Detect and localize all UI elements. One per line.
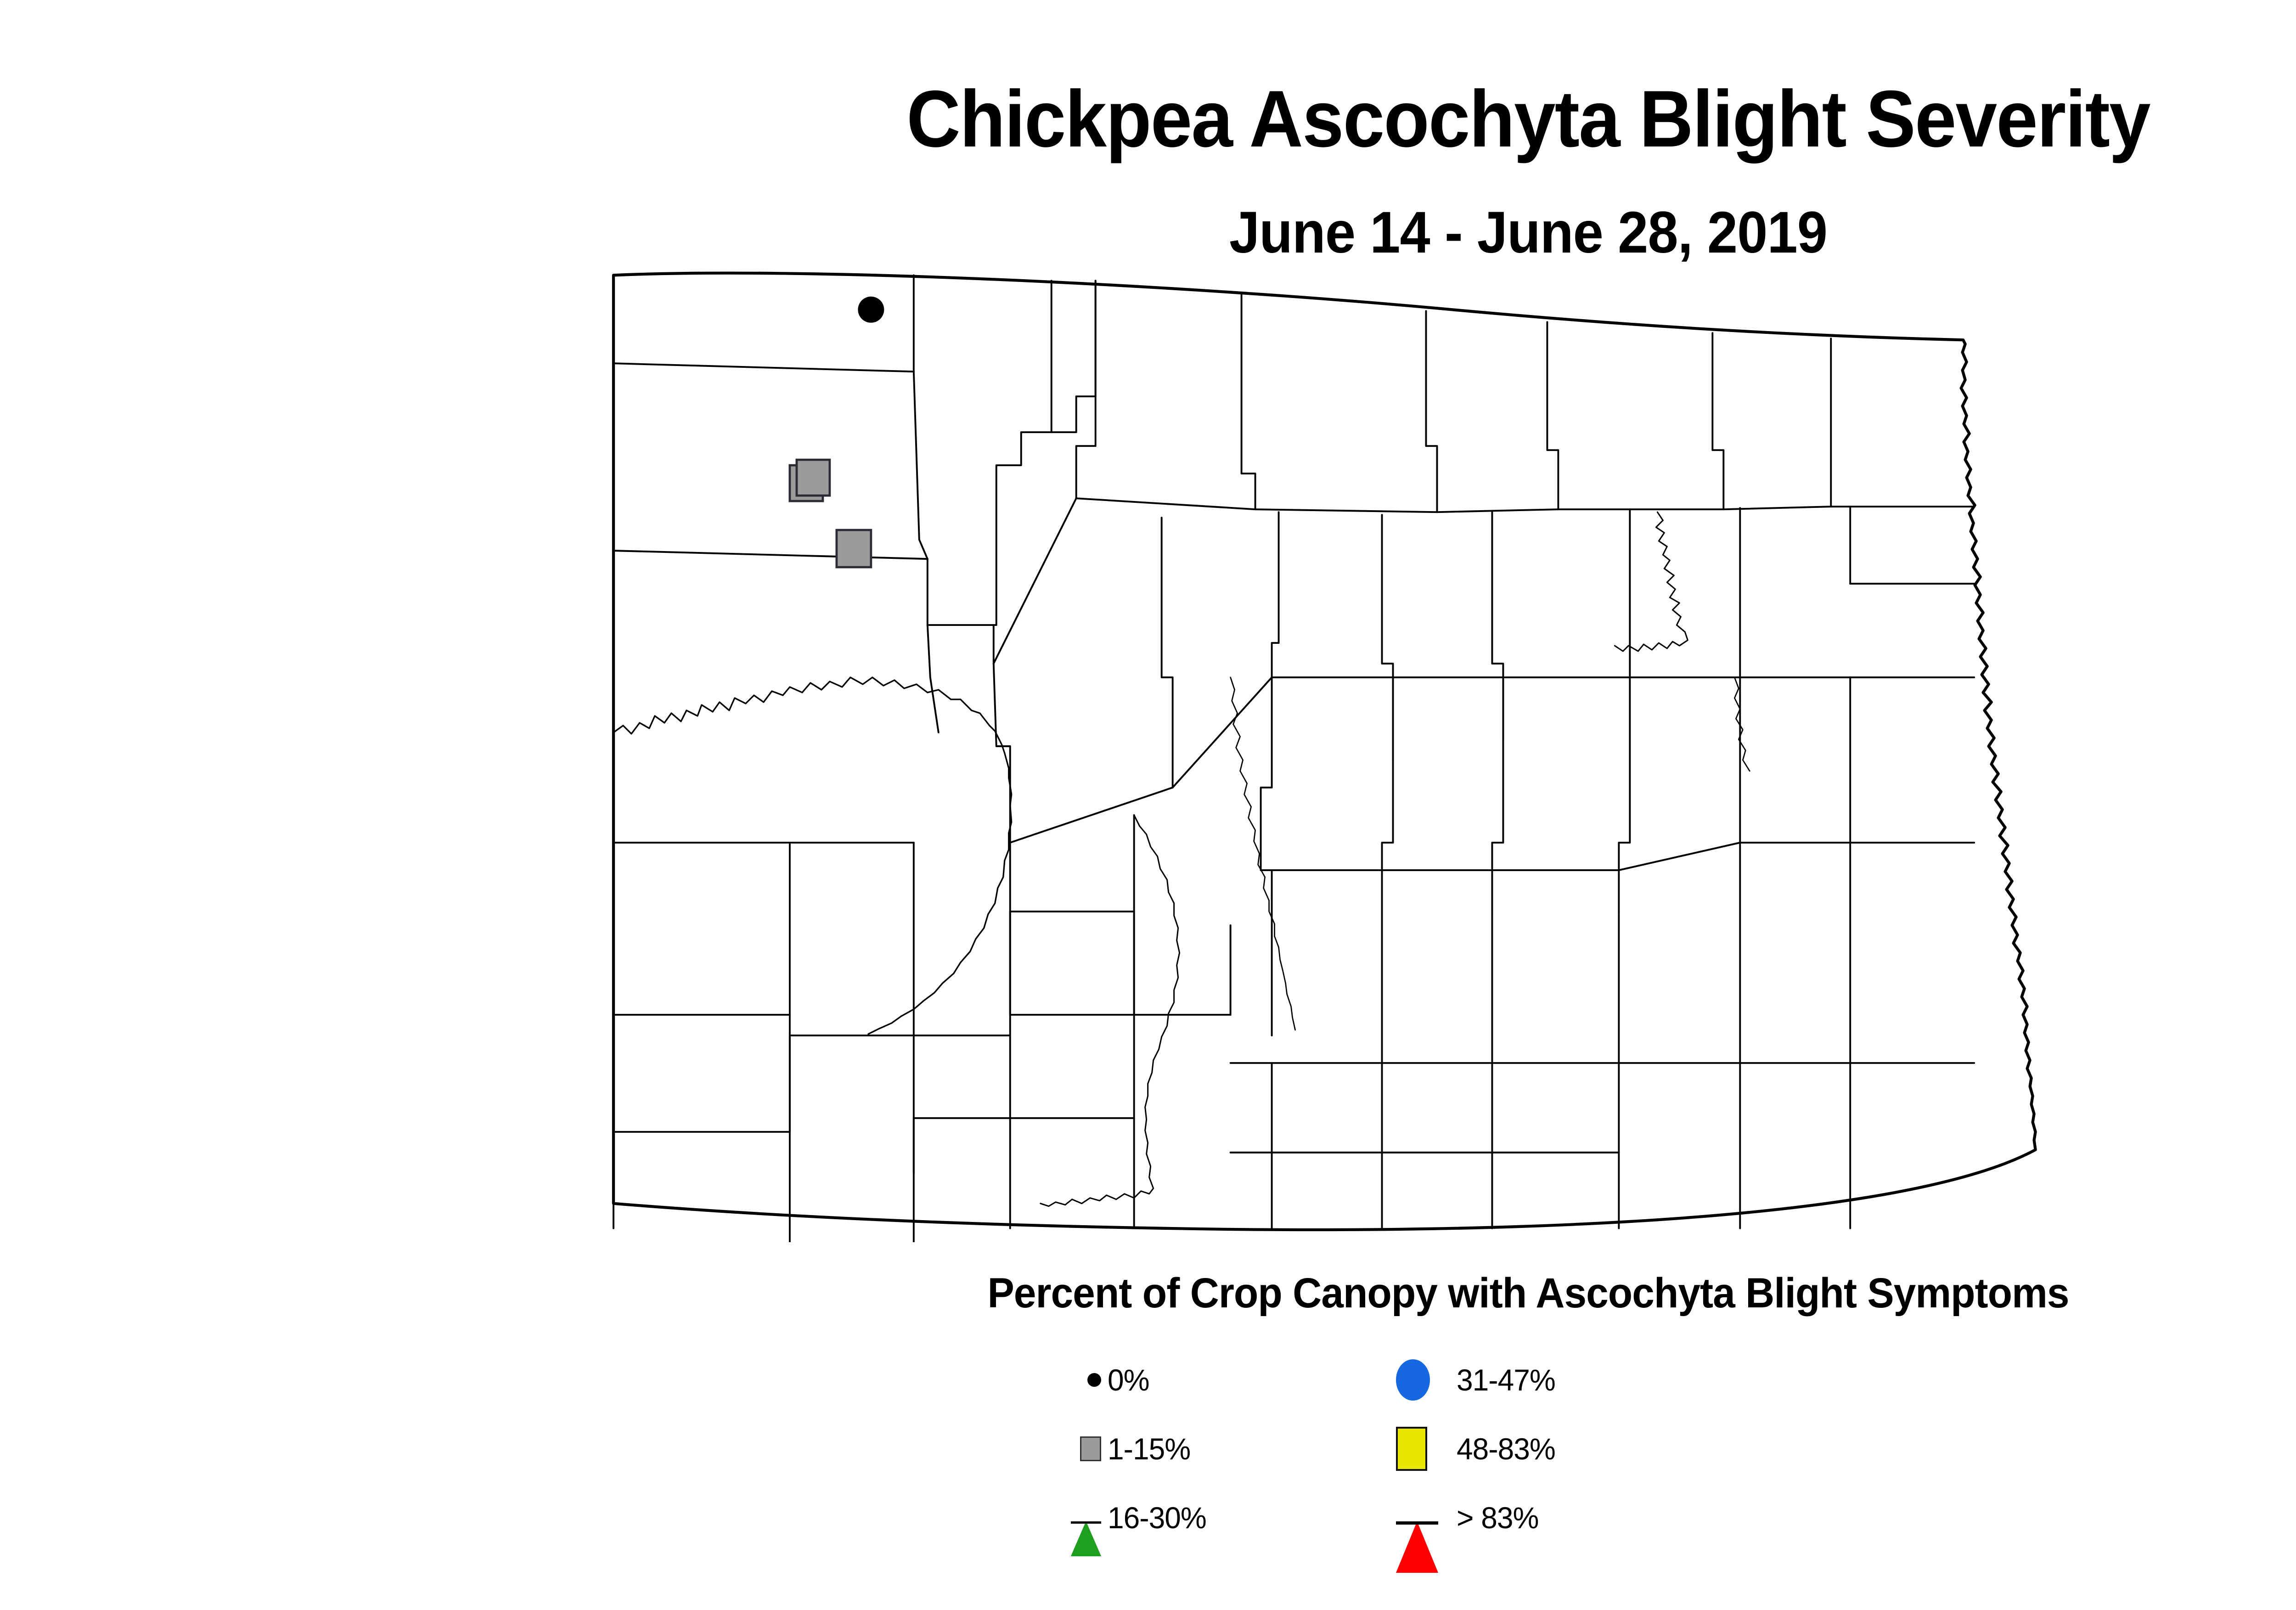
county-line-cw-v2	[912, 1034, 1011, 1119]
legend-label-over-83pct: > 83%	[1457, 1501, 1539, 1535]
county-line-n-h2b	[1075, 497, 1256, 511]
page-subtitle-date-range: June 14 - June 28, 2019	[1229, 200, 1828, 265]
county-line-n-v2	[1075, 280, 1097, 500]
county-line-n-h2	[992, 497, 1077, 665]
map-svg	[612, 271, 2037, 1242]
county-line-e-v1	[1260, 676, 1273, 871]
county-line-n-v4	[1425, 310, 1438, 513]
black-dot-icon	[1047, 1357, 1101, 1403]
water-sheyenne-river	[1733, 676, 1750, 772]
county-line-n-renville	[1050, 280, 1097, 433]
county-line-north-1	[613, 362, 915, 373]
green-triangle-icon	[1047, 1495, 1101, 1556]
page-title: Chickpea Ascochyta Blight Severity	[906, 74, 2150, 164]
map-markers	[788, 296, 884, 569]
blue-circle-icon	[1396, 1357, 1450, 1403]
legend-item-31-47pct: 31-47%	[1396, 1345, 1809, 1414]
marker-0pct-black-dot	[858, 296, 884, 323]
marker-1to15pct-gray-square-c	[835, 529, 872, 569]
county-line-c-v5	[1491, 511, 1504, 740]
red-triangle-icon	[1396, 1495, 1450, 1573]
legend-label-1-15pct: 1-15%	[1108, 1432, 1191, 1466]
county-line-e-v3	[1491, 676, 1504, 912]
county-line-nw-v2	[912, 371, 929, 560]
county-line-north-2	[613, 550, 929, 560]
county-line-n-v5	[1546, 321, 1559, 511]
water-missouri-river-south	[1040, 814, 1181, 1207]
legend-column-left: 0% 1-15% 16-30%	[1047, 1345, 1460, 1556]
legend-item-0pct: 0%	[1047, 1345, 1460, 1414]
marker-1to15pct-gray-square-b	[795, 458, 831, 497]
county-line-north-4	[926, 624, 995, 665]
county-line-e-v4	[1618, 676, 1631, 912]
north-dakota-county-map	[583, 264, 2218, 1242]
legend-column-right: 31-47% 48-83% > 83%	[1396, 1345, 1809, 1573]
county-line-n-v6	[1711, 332, 1725, 511]
legend: 0% 1-15% 16-30% 31-47%	[1047, 1345, 2011, 1573]
county-line-e-h1	[1260, 841, 1975, 871]
county-line-n-v-burke	[992, 280, 1052, 626]
county-line-n-v3	[1240, 293, 1256, 511]
legend-item-1-15pct: 1-15%	[1047, 1414, 1460, 1483]
legend-label-16-30pct: 16-30%	[1108, 1501, 1207, 1535]
legend-label-31-47pct: 31-47%	[1457, 1363, 1556, 1397]
county-line-n-h2c	[1254, 506, 1975, 513]
county-line-m-h1	[1009, 676, 1273, 844]
county-line-c-v2	[1160, 517, 1174, 788]
county-line-c-v4	[1381, 514, 1394, 761]
legend-item-over-83pct: > 83%	[1396, 1483, 1809, 1573]
yellow-square-icon	[1396, 1426, 1450, 1472]
legend-label-0pct: 0%	[1108, 1363, 1150, 1397]
county-line-e-v2	[1381, 676, 1394, 912]
county-line-c-v1	[992, 663, 1011, 844]
legend-item-48-83pct: 48-83%	[1396, 1414, 1809, 1483]
legend-item-16-30pct: 16-30%	[1047, 1483, 1460, 1556]
county-line-cw-v1	[912, 841, 1011, 1036]
county-line-nw-v3	[926, 624, 940, 733]
water-devils-lake	[1614, 511, 1688, 652]
legend-title: Percent of Crop Canopy with Ascochyta Bl…	[987, 1270, 2069, 1317]
legend-label-48-83pct: 48-83%	[1457, 1432, 1556, 1466]
state-outline	[612, 271, 2037, 1232]
water-james-river	[1230, 676, 1296, 1031]
map-county-boundaries	[612, 271, 2037, 1242]
county-line-c-v3	[1271, 511, 1280, 678]
gray-square-icon	[1047, 1426, 1101, 1472]
water-lake-sakakawea	[613, 676, 1013, 1035]
